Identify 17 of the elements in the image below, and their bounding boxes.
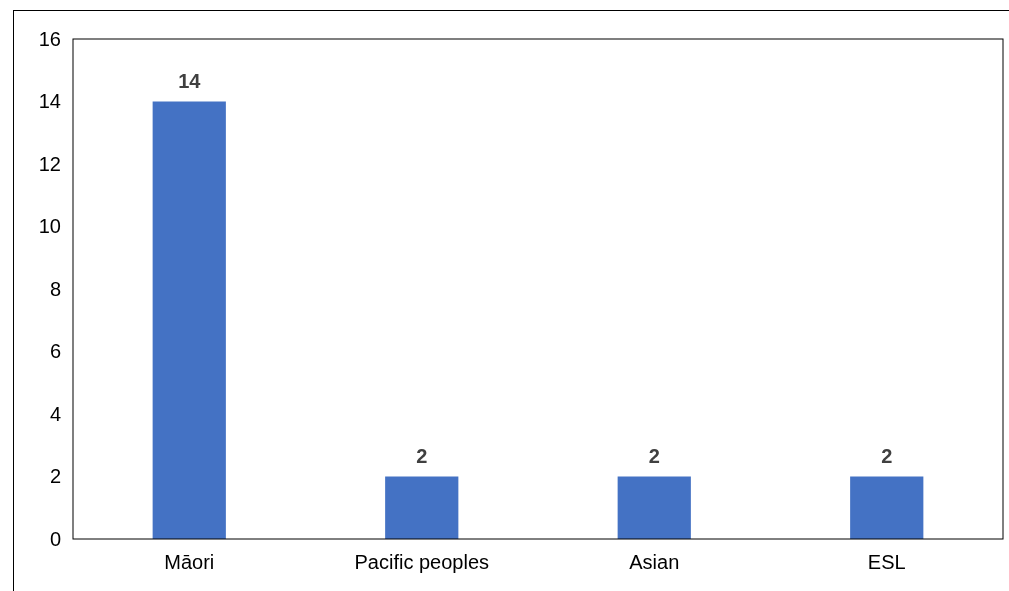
y-tick-label: 14 bbox=[38, 90, 61, 113]
data-label: 14 bbox=[178, 69, 202, 92]
y-tick-label: 12 bbox=[38, 152, 61, 175]
y-tick-label: 16 bbox=[38, 27, 61, 50]
x-tick-label: Asian bbox=[629, 551, 680, 574]
y-tick-label: 8 bbox=[49, 277, 61, 300]
x-tick-label: Māori bbox=[164, 551, 215, 574]
y-tick-label: 10 bbox=[38, 215, 61, 238]
y-tick-label: 2 bbox=[49, 465, 61, 488]
y-tick-label: 0 bbox=[49, 527, 61, 550]
data-label: 2 bbox=[416, 444, 428, 467]
data-label: 2 bbox=[881, 444, 893, 467]
data-label: 2 bbox=[648, 444, 660, 467]
x-tick-label: ESL bbox=[867, 551, 906, 574]
y-tick-label: 4 bbox=[49, 402, 61, 425]
x-tick-label: Pacific peoples bbox=[354, 551, 490, 574]
y-tick-label: 6 bbox=[49, 340, 61, 363]
